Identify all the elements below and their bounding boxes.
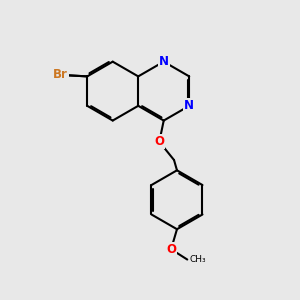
Text: N: N [159,55,169,68]
Text: Br: Br [53,68,68,81]
Text: N: N [184,99,194,112]
Text: CH₃: CH₃ [190,255,206,264]
Text: O: O [154,135,164,148]
Text: O: O [166,243,176,256]
